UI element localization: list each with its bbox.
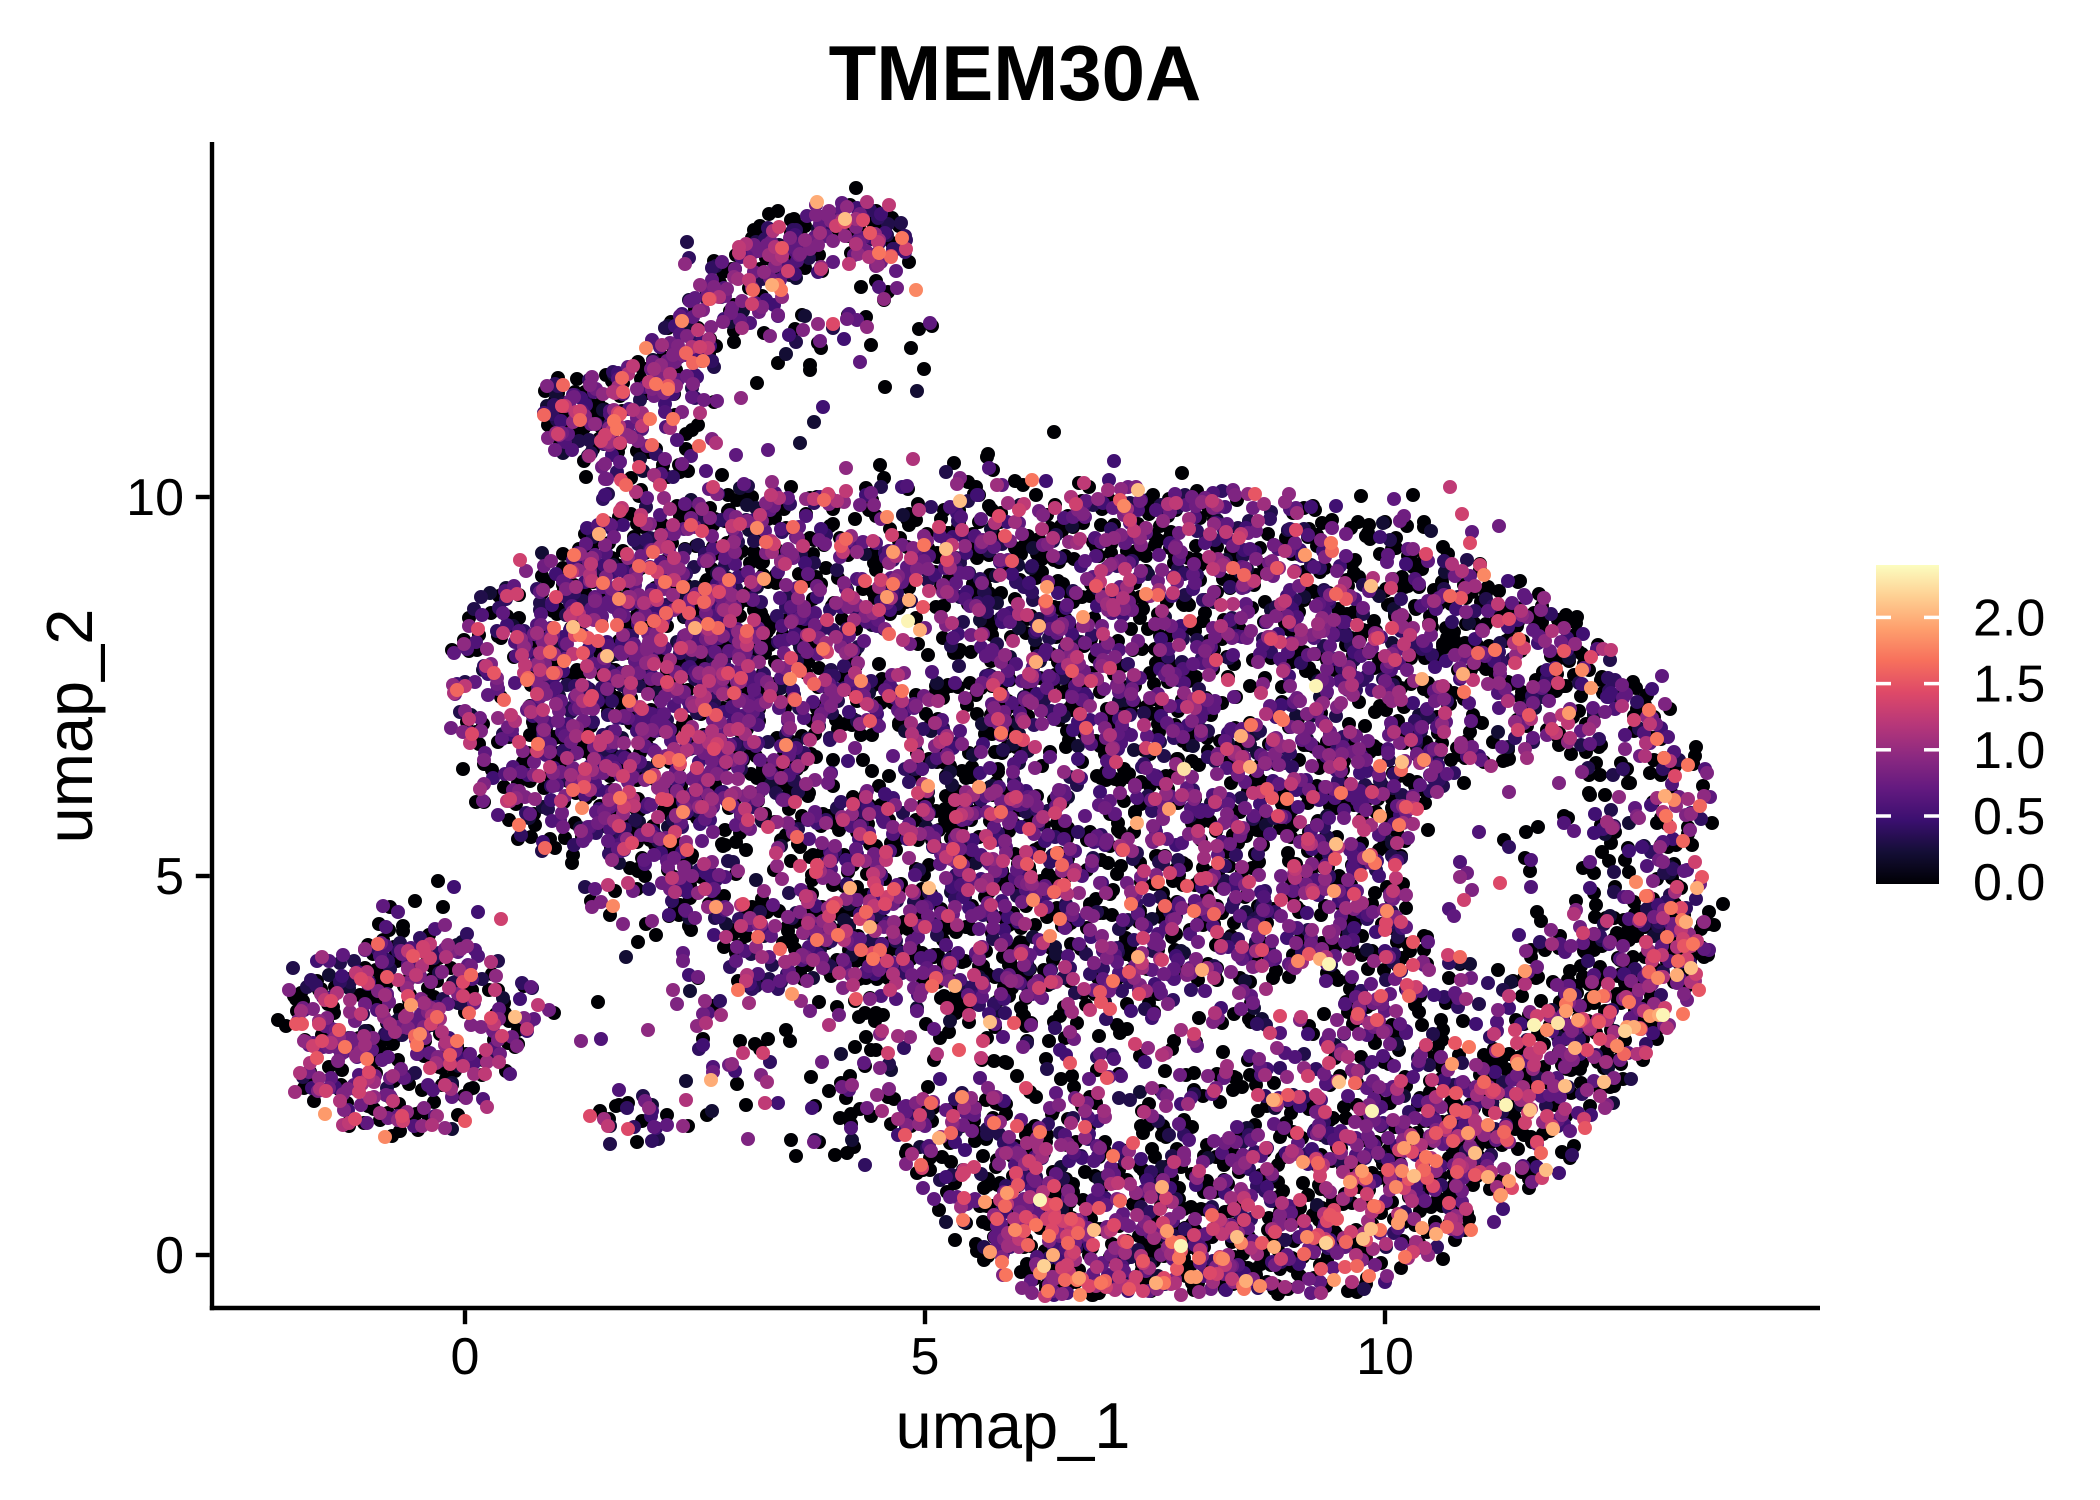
svg-text:1.0: 1.0 <box>1973 722 2045 780</box>
svg-text:0: 0 <box>155 1227 184 1285</box>
svg-text:10: 10 <box>126 469 184 527</box>
svg-text:0.0: 0.0 <box>1973 854 2045 912</box>
svg-text:TMEM30A: TMEM30A <box>829 29 1202 117</box>
svg-text:2.0: 2.0 <box>1973 589 2045 647</box>
svg-text:umap_2: umap_2 <box>33 609 106 844</box>
svg-text:10: 10 <box>1356 1328 1414 1386</box>
svg-text:1.5: 1.5 <box>1973 656 2045 714</box>
svg-text:5: 5 <box>155 848 184 906</box>
svg-text:0.5: 0.5 <box>1973 788 2045 846</box>
svg-text:5: 5 <box>911 1328 940 1386</box>
svg-text:0: 0 <box>451 1328 480 1386</box>
svg-text:umap_1: umap_1 <box>896 1389 1131 1462</box>
